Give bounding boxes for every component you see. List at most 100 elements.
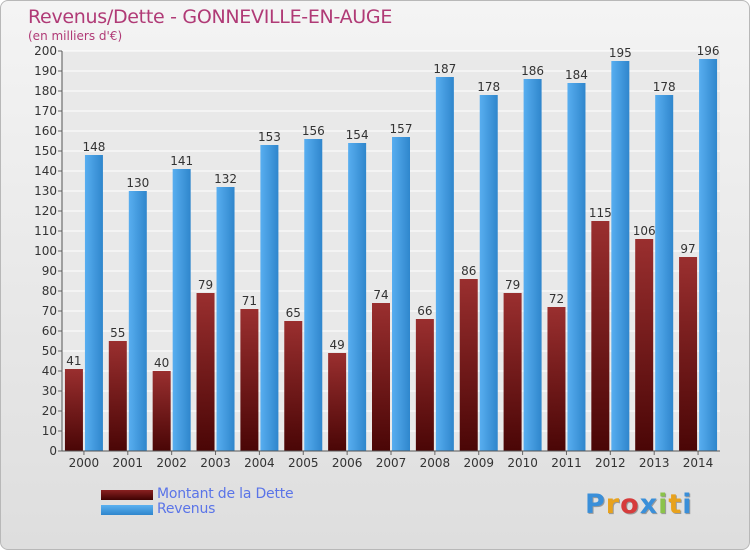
data-label-debt-2003: 79	[198, 278, 213, 292]
bar-revenue-2013	[655, 95, 674, 451]
data-label-debt-2000: 41	[66, 354, 81, 368]
bar-debt-2014	[679, 257, 698, 451]
legend-label-debt: Montant de la Dette	[157, 486, 294, 502]
logo-letter: i	[658, 489, 669, 520]
x-tick-label-2007: 2007	[376, 456, 407, 470]
bar-debt-2000	[64, 369, 83, 451]
data-label-revenue-2005: 156	[302, 124, 325, 138]
bar-revenue-2007	[392, 137, 410, 451]
data-label-debt-2005: 65	[286, 306, 301, 320]
data-label-revenue-2009: 178	[477, 80, 500, 94]
data-label-revenue-2014: 196	[697, 44, 720, 58]
bar-revenue-2004	[260, 145, 279, 451]
x-tick-label-2011: 2011	[551, 456, 582, 470]
y-tick-label-120: 120	[34, 204, 57, 218]
bar-revenue-2000	[84, 155, 103, 451]
x-tick-label-2014: 2014	[683, 456, 714, 470]
data-label-debt-2001: 55	[110, 326, 125, 340]
y-tick-label-40: 40	[42, 364, 57, 378]
bar-debt-2013	[635, 239, 654, 451]
bar-debt-2004	[240, 309, 259, 451]
x-tick-label-2012: 2012	[595, 456, 626, 470]
data-label-revenue-2010: 186	[521, 64, 544, 78]
y-tick-label-150: 150	[34, 144, 57, 158]
bar-debt-2009	[459, 279, 478, 451]
bar-revenue-2010	[523, 79, 542, 451]
x-tick-label-2000: 2000	[69, 456, 100, 470]
x-tick-label-2004: 2004	[244, 456, 275, 470]
data-label-revenue-2008: 187	[433, 62, 456, 76]
data-label-debt-2014: 97	[680, 242, 695, 256]
y-tick-label-180: 180	[34, 84, 57, 98]
bar-revenue-2002	[172, 169, 191, 451]
data-label-revenue-2011: 184	[565, 68, 588, 82]
bar-debt-2012	[591, 221, 610, 451]
data-label-debt-2008: 66	[417, 304, 432, 318]
bar-debt-2011	[547, 307, 566, 451]
chart-subtitle: (en milliers d'€)	[28, 29, 123, 43]
bar-debt-2010	[503, 293, 522, 451]
data-label-debt-2013: 106	[633, 224, 656, 238]
x-tick-label-2001: 2001	[113, 456, 144, 470]
y-tick-label-20: 20	[42, 404, 57, 418]
x-tick-label-2006: 2006	[332, 456, 363, 470]
bar-revenue-2001	[128, 191, 147, 451]
bar-revenue-2009	[479, 95, 498, 451]
legend-label-revenue: Revenus	[157, 501, 216, 517]
data-label-debt-2006: 49	[329, 338, 344, 352]
x-tick-label-2013: 2013	[639, 456, 670, 470]
x-tick-label-2002: 2002	[156, 456, 187, 470]
logo-letter: o	[620, 489, 640, 520]
chart-title: Revenus/Dette - GONNEVILLE-EN-AUGE	[28, 6, 393, 28]
legend-swatch-revenue	[101, 505, 153, 515]
x-tick-label-2009: 2009	[463, 456, 494, 470]
x-tick-label-2005: 2005	[288, 456, 319, 470]
data-label-debt-2012: 115	[589, 206, 612, 220]
data-label-revenue-2003: 132	[214, 172, 237, 186]
y-tick-label-130: 130	[34, 184, 57, 198]
data-label-debt-2011: 72	[549, 292, 564, 306]
bar-debt-2003	[196, 293, 215, 451]
logo-letter: i	[682, 489, 693, 520]
data-label-revenue-2012: 195	[609, 46, 632, 60]
data-label-revenue-2001: 130	[126, 176, 149, 190]
data-label-revenue-2007: 157	[390, 122, 413, 136]
y-tick-label-10: 10	[42, 424, 57, 438]
y-tick-label-170: 170	[34, 104, 57, 118]
bar-debt-2006	[328, 353, 347, 451]
bar-revenue-2005	[304, 139, 323, 451]
data-label-debt-2004: 71	[242, 294, 257, 308]
bar-revenue-2014	[699, 59, 718, 451]
x-tick-label-2003: 2003	[200, 456, 231, 470]
y-tick-label-0: 0	[49, 444, 57, 458]
bar-debt-2001	[108, 341, 127, 451]
y-tick-label-50: 50	[42, 344, 57, 358]
y-tick-label-30: 30	[42, 384, 57, 398]
bar-revenue-2008	[435, 77, 454, 451]
logo-letter: P	[585, 489, 606, 520]
data-label-debt-2002: 40	[154, 356, 169, 370]
y-tick-label-80: 80	[42, 284, 57, 298]
bar-debt-2007	[372, 303, 390, 451]
bar-revenue-2006	[348, 143, 367, 451]
y-tick-label-60: 60	[42, 324, 57, 338]
proxiti-logo: Proxiti	[585, 489, 693, 520]
bar-revenue-2003	[216, 187, 235, 451]
bar-debt-2002	[152, 371, 171, 451]
data-label-revenue-2013: 178	[653, 80, 676, 94]
y-tick-label-140: 140	[34, 164, 57, 178]
bar-debt-2008	[415, 319, 434, 451]
x-tick-label-2008: 2008	[420, 456, 451, 470]
data-label-revenue-2006: 154	[346, 128, 369, 142]
x-tick-label-2010: 2010	[507, 456, 538, 470]
y-tick-label-100: 100	[34, 244, 57, 258]
data-label-revenue-2004: 153	[258, 130, 281, 144]
logo-letter: x	[639, 489, 659, 520]
data-label-debt-2009: 86	[461, 264, 476, 278]
y-tick-label-190: 190	[34, 64, 57, 78]
data-label-debt-2007: 74	[373, 288, 388, 302]
y-tick-label-70: 70	[42, 304, 57, 318]
y-tick-label-110: 110	[34, 224, 57, 238]
